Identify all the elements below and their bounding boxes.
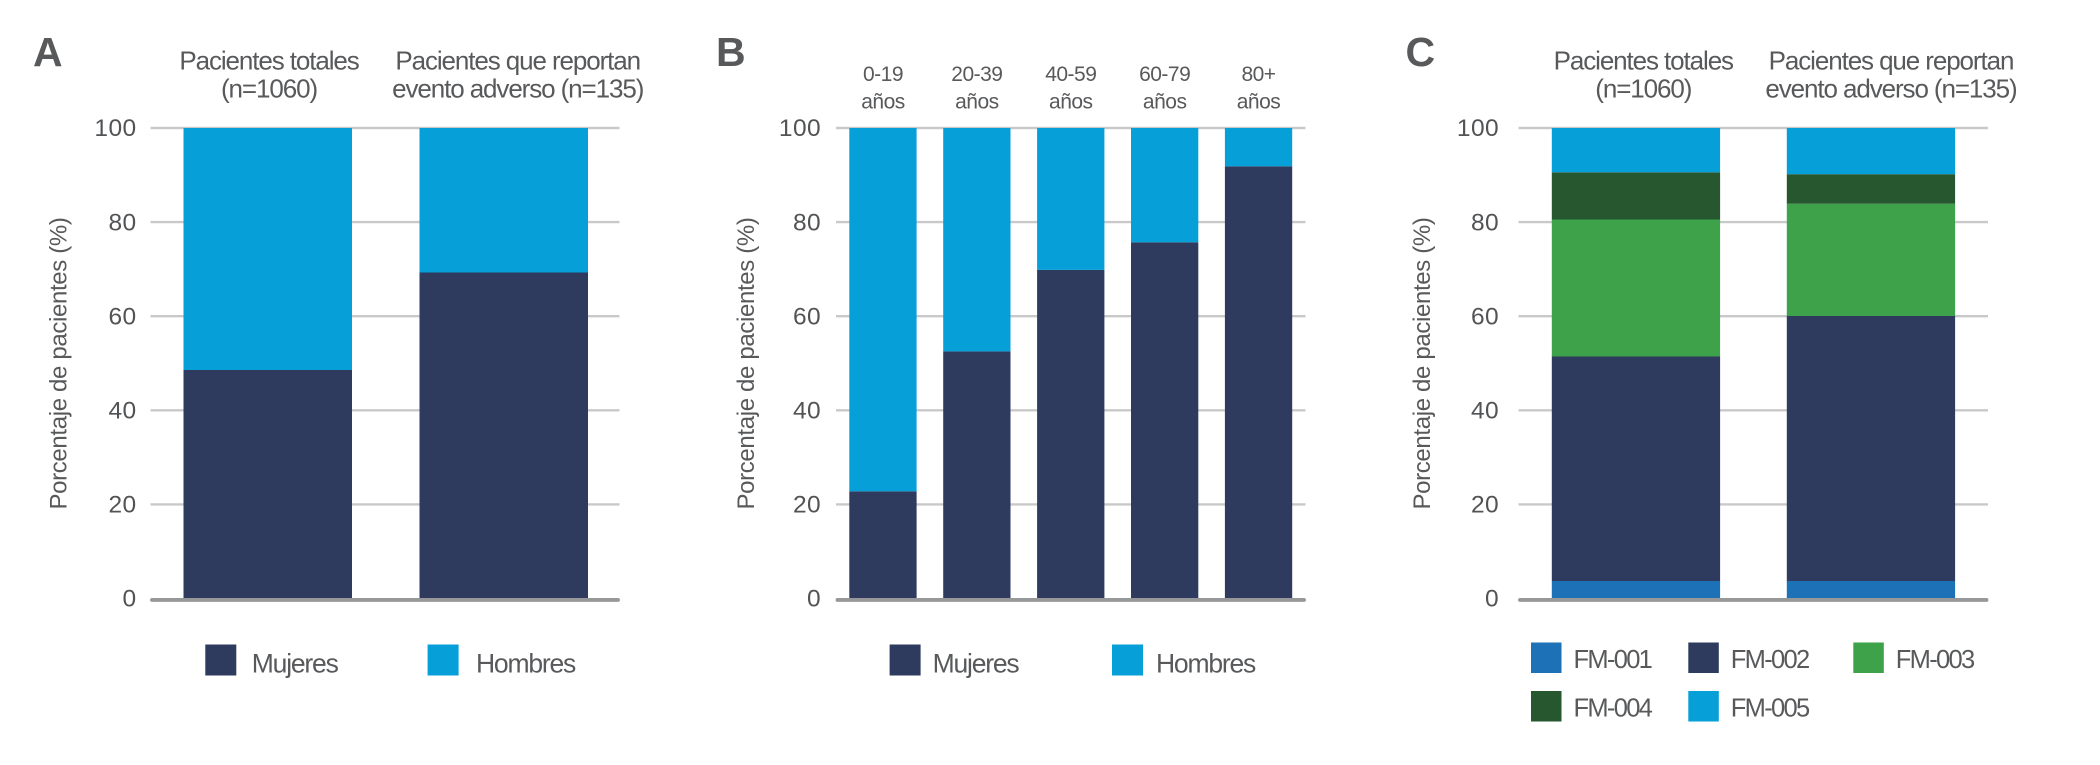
- svg-text:60-79: 60-79: [1139, 63, 1190, 86]
- svg-text:(n=1060): (n=1060): [221, 74, 317, 104]
- svg-text:Pacientes totales: Pacientes totales: [1554, 46, 1734, 76]
- svg-text:evento adverso (n=135): evento adverso (n=135): [1765, 74, 2017, 104]
- svg-text:20-39: 20-39: [951, 63, 1002, 86]
- svg-text:60: 60: [1471, 303, 1499, 330]
- svg-text:Porcentaje de pacientes (%): Porcentaje de pacientes (%): [733, 217, 760, 509]
- svg-text:40-59: 40-59: [1045, 63, 1096, 86]
- svg-text:0-19: 0-19: [863, 63, 903, 86]
- svg-text:0: 0: [807, 586, 821, 613]
- svg-text:años: años: [955, 91, 999, 114]
- svg-text:20: 20: [793, 492, 821, 519]
- svg-text:años: años: [861, 91, 905, 114]
- svg-text:40: 40: [793, 398, 821, 425]
- svg-text:años: años: [1237, 91, 1281, 114]
- svg-text:Porcentaje de pacientes (%): Porcentaje de pacientes (%): [46, 217, 73, 509]
- svg-text:60: 60: [793, 303, 821, 330]
- svg-text:Hombres: Hombres: [476, 649, 576, 679]
- svg-text:40: 40: [1471, 398, 1499, 425]
- svg-text:FM-002: FM-002: [1731, 646, 1809, 674]
- svg-text:FM-005: FM-005: [1731, 695, 1810, 723]
- svg-text:evento adverso (n=135): evento adverso (n=135): [392, 74, 644, 104]
- svg-text:60: 60: [108, 303, 136, 330]
- svg-text:FM-003: FM-003: [1896, 646, 1975, 674]
- svg-text:Pacientes totales: Pacientes totales: [179, 46, 359, 76]
- svg-text:FM-004: FM-004: [1574, 695, 1653, 723]
- svg-text:40: 40: [108, 398, 136, 425]
- svg-text:80: 80: [1471, 209, 1499, 236]
- svg-text:(n=1060): (n=1060): [1595, 74, 1691, 104]
- svg-text:Mujeres: Mujeres: [252, 649, 339, 679]
- svg-text:80+: 80+: [1241, 63, 1275, 86]
- svg-text:Mujeres: Mujeres: [933, 649, 1020, 679]
- svg-text:B: B: [716, 29, 745, 75]
- svg-text:A: A: [33, 29, 62, 75]
- svg-text:20: 20: [1471, 492, 1499, 519]
- svg-text:Hombres: Hombres: [1156, 649, 1256, 679]
- svg-text:años: años: [1143, 91, 1187, 114]
- svg-text:C: C: [1406, 29, 1435, 75]
- svg-text:100: 100: [1457, 115, 1499, 142]
- svg-text:Porcentaje de pacientes (%): Porcentaje de pacientes (%): [1409, 217, 1436, 509]
- svg-text:100: 100: [779, 115, 821, 142]
- svg-text:80: 80: [793, 209, 821, 236]
- svg-text:FM-001: FM-001: [1574, 646, 1652, 674]
- svg-text:años: años: [1049, 91, 1093, 114]
- svg-text:Pacientes que reportan: Pacientes que reportan: [1769, 46, 2014, 76]
- svg-text:20: 20: [108, 492, 136, 519]
- svg-text:Pacientes que reportan: Pacientes que reportan: [395, 46, 640, 76]
- svg-text:0: 0: [1485, 586, 1499, 613]
- svg-text:0: 0: [122, 586, 136, 613]
- svg-text:100: 100: [94, 115, 136, 142]
- svg-text:80: 80: [108, 209, 136, 236]
